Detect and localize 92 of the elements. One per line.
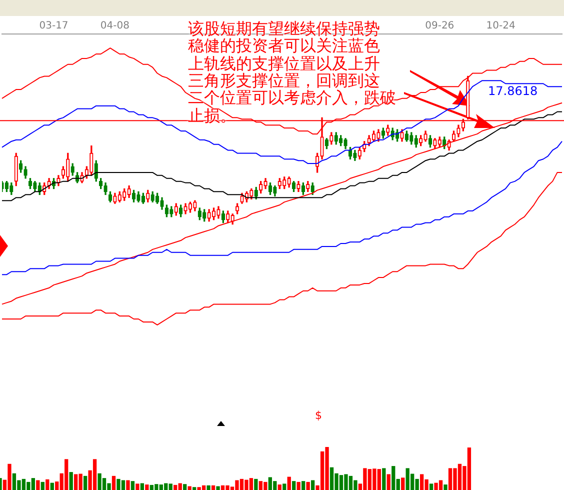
candlestick: [372, 130, 376, 142]
bar: [216, 486, 220, 490]
x-tick-label: 10-24: [486, 20, 516, 32]
bar: [140, 483, 144, 490]
bar: [386, 474, 390, 490]
bar: [254, 478, 258, 490]
text: 该股短期有望继续保持强势: [188, 19, 380, 38]
candlestick: [292, 180, 296, 192]
bar: [306, 482, 310, 490]
bar: [382, 468, 386, 490]
candlestick: [452, 130, 456, 142]
candlestick: [282, 176, 286, 190]
bar: [130, 481, 135, 490]
candlestick: [132, 190, 136, 202]
bar: [183, 484, 187, 490]
candlestick: [18, 160, 23, 173]
candlestick: [258, 180, 263, 194]
candlestick: [301, 182, 306, 195]
bar: [302, 481, 306, 490]
bar: [136, 484, 140, 490]
bar: [46, 479, 50, 490]
bar: [310, 480, 315, 490]
candlestick: [198, 208, 202, 220]
bar: [36, 480, 40, 490]
bar: [188, 486, 192, 490]
candlestick: [226, 210, 230, 224]
candlestick: [456, 124, 460, 138]
candlestick: [386, 124, 390, 136]
candlestick: [433, 138, 437, 150]
bar: [50, 482, 54, 490]
candlestick: [70, 163, 74, 176]
x-tick-label: 04-08: [100, 20, 130, 32]
candlestick: [428, 135, 432, 148]
candlestick: [324, 138, 329, 150]
candlestick: [287, 176, 291, 188]
text: $: [315, 409, 322, 422]
candlestick: [108, 191, 112, 202]
x-tick-label: 09-26: [425, 20, 454, 32]
bar: [206, 485, 210, 490]
bar: [83, 476, 88, 490]
candlestick: [118, 191, 122, 202]
candlestick: [404, 130, 409, 142]
candlestick: [202, 209, 206, 222]
text: 上轨线的支撑位置以及上升: [188, 54, 380, 73]
bar: [429, 484, 434, 490]
candlestick: [358, 146, 362, 160]
bar: [69, 472, 73, 490]
candlestick: [221, 210, 226, 224]
bar: [192, 487, 196, 490]
candlestick: [24, 166, 28, 179]
candlestick: [127, 185, 131, 198]
candlestick: [164, 204, 169, 218]
candlestick: [178, 204, 183, 218]
bar: [444, 484, 448, 490]
candlestick: [330, 132, 334, 145]
bar: [126, 480, 130, 490]
candlestick: [122, 188, 126, 201]
candlestick: [254, 186, 258, 200]
candlestick: [230, 214, 234, 225]
candlestick: [188, 202, 192, 213]
bar: [296, 482, 300, 490]
bar: [282, 484, 286, 490]
candlestick: [174, 203, 178, 216]
candlestick: [113, 192, 117, 204]
candlestick: [146, 190, 150, 202]
candlestick: [235, 203, 240, 214]
candlestick: [400, 129, 404, 142]
candlestick: [296, 180, 300, 192]
bar: [258, 481, 263, 490]
bar: [112, 476, 116, 490]
annotation: 止损。: [188, 106, 236, 124]
annotation: 三角形支撑位置，回调到这: [188, 70, 380, 90]
candlestick: [348, 146, 352, 160]
bar: [287, 476, 291, 490]
bar: [278, 484, 282, 490]
candlestick: [381, 128, 386, 139]
text: 稳健的投资者可以关注蓝色: [188, 36, 380, 56]
bar: [145, 484, 149, 490]
candlestick: [155, 192, 160, 204]
candlestick: [4, 180, 9, 192]
candlestick: [310, 182, 314, 195]
candlestick: [268, 182, 272, 195]
annotation: 17.8618: [488, 84, 538, 98]
bar: [401, 478, 405, 490]
candlestick: [414, 135, 418, 148]
x-tick-label: 03-17: [39, 20, 68, 32]
bar: [211, 485, 216, 490]
candlestick: [212, 208, 216, 220]
candlestick: [141, 192, 146, 204]
candlestick: [442, 136, 446, 150]
bar: [292, 481, 296, 490]
bar: [40, 482, 44, 490]
